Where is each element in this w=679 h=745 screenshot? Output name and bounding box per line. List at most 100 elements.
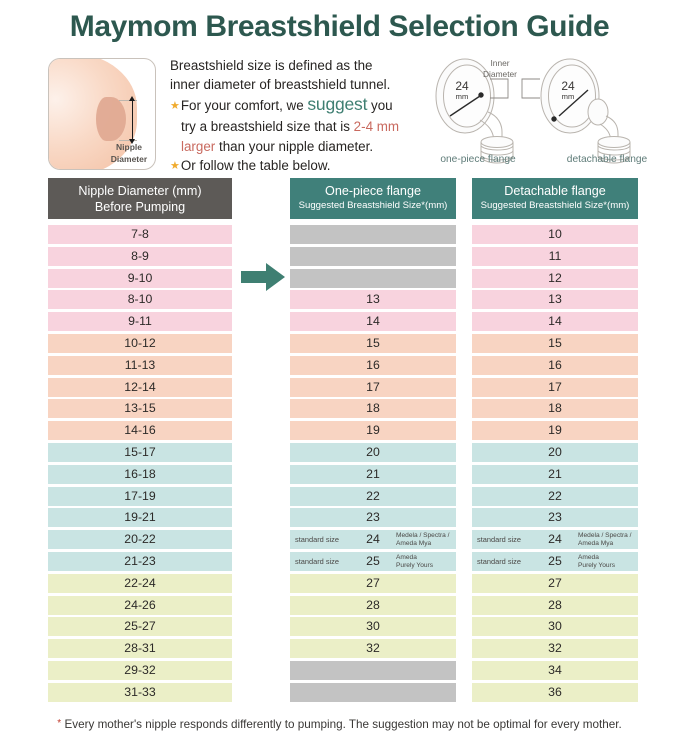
table-row: 15-17 20 20	[0, 443, 679, 462]
inner-diameter-label: Inner Diameter	[470, 58, 530, 79]
standard-size-value: 25	[366, 554, 380, 568]
cell-detachable-size: 10	[472, 225, 638, 244]
cell-detachable-size: 34	[472, 661, 638, 680]
intro-section: Nipple Diameter Breastshield size is def…	[0, 56, 679, 173]
cell-detachable-size: 16	[472, 355, 638, 375]
flange-unit-detachable: mm	[562, 92, 575, 101]
cell-nipple-diameter: 25-27	[48, 617, 232, 637]
table-row: 21-23 standard size 25 Ameda Purely Yours sta…	[0, 552, 679, 571]
cell-nipple-diameter: 14-16	[48, 421, 232, 441]
table-row: 29-32 34	[0, 661, 679, 680]
cell-one-piece-size	[290, 682, 456, 702]
intro-line-1: Breastshield size is defined as the	[170, 58, 373, 73]
cell-one-piece-size	[290, 246, 456, 266]
standard-size-label: standard size	[477, 557, 521, 566]
header-nipple-main: Nipple Diameter (mm)	[78, 184, 202, 198]
bullet2-text-b: you	[367, 97, 393, 113]
flange-illustration: 24 mm 24 mm	[435, 58, 631, 164]
standard-size-label: standard size	[295, 557, 339, 566]
table-row: 10-12 15 15	[0, 334, 679, 353]
standard-size-label: standard size	[477, 535, 521, 545]
cell-nipple-diameter: 13-15	[48, 399, 232, 419]
cell-nipple-diameter: 17-19	[48, 486, 232, 506]
table-row: 17-19 22 22	[0, 486, 679, 506]
cell-one-piece-size: 23	[290, 508, 456, 528]
table-row: 28-31 32 32	[0, 639, 679, 659]
cell-nipple-diameter: 22-24	[48, 573, 232, 593]
cell-detachable-size: 18	[472, 399, 638, 419]
cell-detachable-size: 15	[472, 334, 638, 353]
standard-size-label: standard size	[295, 535, 339, 545]
cell-one-piece-size: 15	[290, 334, 456, 353]
cell-one-piece-size: 16	[290, 355, 456, 375]
flange-size-detachable: 24	[561, 79, 575, 93]
intro-line-2: inner diameter of breastshield tunnel.	[170, 77, 391, 93]
cell-detachable-size: 27	[472, 573, 638, 593]
caption-detachable-flange: detachable flange	[566, 154, 648, 165]
bullet2-emphasis-larger: larger	[181, 138, 216, 154]
table-row: 20-22 standard size 24 Medela / Spectra / Am…	[0, 530, 679, 550]
cell-nipple-diameter: 15-17	[48, 443, 232, 462]
cell-nipple-diameter: 7-8	[48, 225, 232, 244]
table-row: 7-8 10	[0, 225, 679, 244]
cell-detachable-size: 14	[472, 312, 638, 332]
table-row: 9-11 14 14	[0, 312, 679, 332]
cell-nipple-diameter: 21-23	[48, 552, 232, 571]
inner-diameter-line1: Inner	[490, 58, 510, 68]
cell-detachable-size: 23	[472, 508, 638, 528]
pointer-arrow-icon	[241, 263, 285, 291]
cell-nipple-diameter: 8-10	[48, 290, 232, 310]
nipple-shape-graphic	[96, 97, 126, 141]
table-row: 24-26 28 28	[0, 595, 679, 615]
cell-nipple-diameter: 31-33	[48, 682, 232, 702]
cell-one-piece-size: 19	[290, 421, 456, 441]
cell-nipple-diameter: 10-12	[48, 334, 232, 353]
header-nipple-sub: Before Pumping	[94, 200, 186, 214]
caption-one-piece-flange: one-piece flange	[440, 154, 516, 165]
intro-bullet-3: ★Or follow the table below.	[170, 156, 418, 177]
cell-one-piece-size: 14	[290, 312, 456, 332]
star-icon: ★	[170, 160, 180, 173]
bullet2-line3-text: than your nipple diameter.	[215, 138, 374, 154]
cell-detachable-size: 11	[472, 246, 638, 266]
cell-detachable-size: 30	[472, 617, 638, 637]
cell-nipple-diameter: 11-13	[48, 355, 232, 375]
cell-nipple-diameter: 9-11	[48, 312, 232, 332]
cell-nipple-diameter: 19-21	[48, 508, 232, 528]
measure-arrow-icon	[129, 96, 135, 144]
table-row: 8-10 13 13	[0, 290, 679, 310]
nipple-diameter-illustration: Nipple Diameter	[48, 58, 156, 170]
flange-unit-one-piece: mm	[456, 92, 469, 101]
header-one-main: One-piece flange	[325, 184, 421, 198]
header-det-sub: Suggested Breastshield Size*(mm)	[480, 200, 630, 211]
cell-nipple-diameter: 8-9	[48, 246, 232, 266]
brand-compatibility-label: Ameda Purely Yours	[396, 554, 434, 569]
cell-one-piece-size: standard size 24 Medela / Spectra / Ameda M…	[290, 530, 456, 550]
standard-size-annotation: standard size 24 Medela / Spectra / Ameda M…	[290, 530, 456, 549]
bullet2-text-a: For your comfort, we	[180, 97, 308, 113]
page-title: Maymom Breastshield Selection Guide	[69, 10, 610, 43]
column-header-one-piece: One-piece flange Suggested Breastshield …	[290, 178, 456, 219]
bullet2-emphasis-suggest: suggest	[307, 93, 368, 114]
cell-nipple-diameter: 28-31	[48, 639, 232, 659]
standard-size-value: 24	[548, 532, 562, 547]
cell-detachable-size: standard size 24 Medela / Spectra / Ameda M…	[472, 530, 638, 550]
cell-one-piece-size: 21	[290, 464, 456, 484]
cell-detachable-size: 28	[472, 595, 638, 615]
cell-one-piece-size: standard size 25 Ameda Purely Yours	[290, 552, 456, 571]
table-row: 11-13 16 16	[0, 355, 679, 375]
standard-size-annotation: standard size 25 Ameda Purely Yours	[290, 552, 456, 571]
cell-detachable-size: 20	[472, 443, 638, 462]
header-det-main: Detachable flange	[504, 184, 606, 198]
brand-compatibility-label: Medela / Spectra / Ameda Mya	[578, 532, 632, 547]
table-row: 16-18 21 21	[0, 464, 679, 484]
cell-one-piece-size	[290, 225, 456, 244]
cell-one-piece-size: 28	[290, 595, 456, 615]
cell-detachable-size: 21	[472, 464, 638, 484]
footnote-asterisk: *	[57, 718, 62, 729]
nipple-label-line2: Diameter	[110, 154, 148, 164]
cell-detachable-size: 36	[472, 682, 638, 702]
bullet3-text: Or follow the table below.	[180, 158, 331, 174]
cell-detachable-size: 17	[472, 377, 638, 397]
intro-bullet-2: ★For your comfort, we suggest you	[170, 93, 418, 117]
